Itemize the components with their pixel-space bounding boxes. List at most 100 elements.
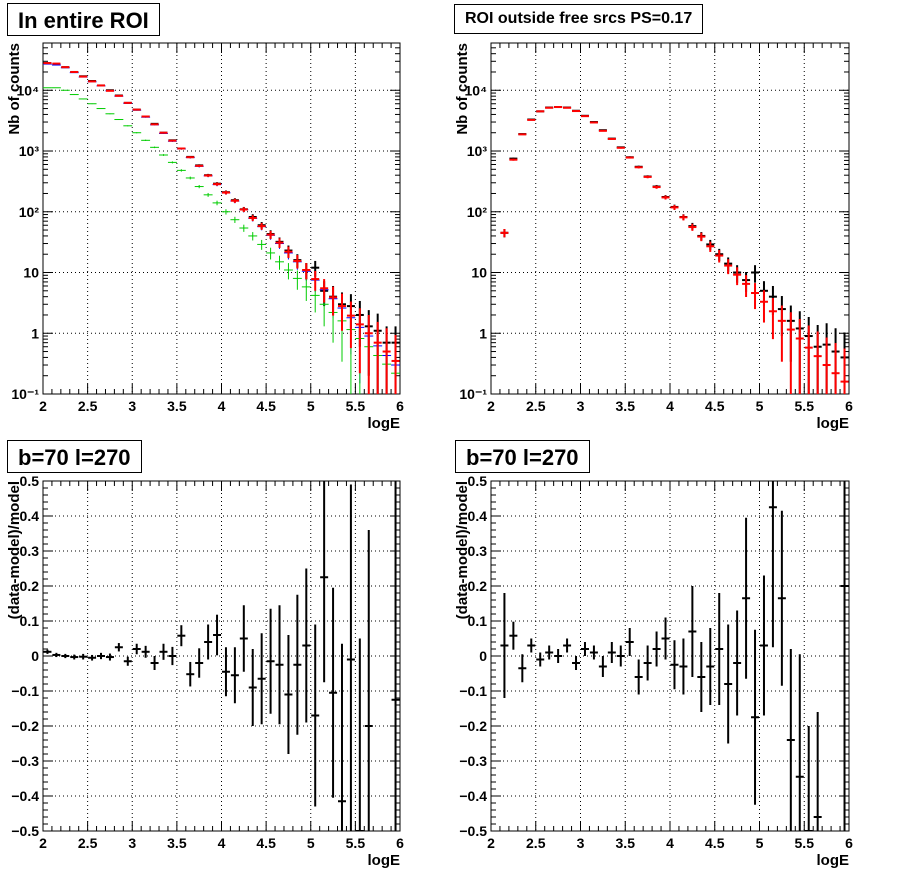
data-point — [697, 232, 706, 242]
y-axis-title: Nb of counts — [6, 43, 23, 135]
data-point — [168, 139, 177, 142]
data-point — [329, 286, 338, 316]
panel-1-title: In entire ROI — [7, 3, 160, 36]
series-4 — [43, 62, 400, 394]
data-point — [804, 325, 813, 394]
data-point — [751, 265, 760, 283]
data-point — [382, 328, 391, 394]
data-point — [831, 343, 840, 394]
panel-3: 2 2.5 3 3.5 4 4.5 5 5.5 6 −0.5 −0.4 −0.3 −0.2 −0.1 0 0.… — [6, 473, 404, 869]
y-tick-label: 0.3 — [468, 543, 488, 559]
data-point — [804, 726, 813, 831]
data-point — [114, 643, 123, 652]
x-tick-label: 4.5 — [256, 835, 276, 851]
data-point — [141, 115, 150, 118]
data-point — [212, 200, 222, 206]
data-point — [185, 176, 195, 180]
series-1 — [500, 481, 849, 831]
axis-ticks — [490, 480, 850, 832]
data-point — [114, 94, 123, 97]
data-point — [203, 192, 213, 197]
y-axis-title: Nb of counts — [454, 43, 471, 135]
data-point — [346, 301, 355, 349]
data-point — [545, 645, 554, 660]
axis-ticks — [42, 42, 401, 395]
data-point — [598, 656, 607, 677]
data-point — [266, 608, 275, 714]
data-point — [679, 214, 688, 221]
data-point — [168, 646, 177, 666]
data-point — [337, 643, 346, 831]
data-point — [572, 110, 581, 113]
data-point — [195, 648, 204, 678]
x-tick-label: 5.5 — [346, 835, 366, 851]
y-tick-label: 0.5 — [468, 473, 488, 489]
x-tick-label: 3 — [577, 398, 585, 414]
data-point — [60, 89, 70, 91]
data-point — [43, 87, 52, 89]
data-point — [195, 164, 204, 167]
data-point — [813, 712, 822, 831]
data-point — [257, 239, 267, 250]
data-point — [616, 645, 625, 667]
data-area — [43, 481, 400, 831]
data-point — [159, 154, 168, 156]
x-tick-label: 5 — [756, 398, 764, 414]
data-point — [105, 89, 114, 92]
data-point — [176, 169, 186, 172]
y-tick-label: −0.4 — [11, 788, 39, 804]
x-tick-label: 4 — [218, 835, 226, 851]
data-point — [150, 146, 160, 149]
data-point — [96, 108, 106, 110]
x-tick-label: 5.5 — [346, 398, 366, 414]
data-point — [320, 481, 329, 683]
series-1 — [43, 481, 400, 831]
y-tick-label: 0.3 — [20, 543, 40, 559]
data-point — [70, 654, 79, 660]
data-point — [221, 647, 230, 697]
grid — [491, 43, 849, 394]
data-point — [563, 106, 572, 109]
grid — [43, 43, 400, 394]
data-point — [302, 263, 311, 280]
data-point — [221, 190, 230, 195]
y-tick-label: 0 — [31, 648, 39, 664]
y-axis-title: (data-model)/model — [454, 481, 471, 619]
data-point — [186, 661, 195, 687]
data-point — [204, 174, 213, 177]
panel-4: 2 2.5 3 3.5 4 4.5 5 5.5 6 −0.5 −0.4 −0.3 −0.2 −0.1 0 0.… — [454, 473, 853, 869]
x-tick-label: 2.5 — [78, 398, 98, 414]
data-point — [536, 652, 545, 667]
data-point — [194, 184, 204, 189]
data-point — [132, 132, 142, 134]
data-point — [213, 614, 222, 656]
data-point — [777, 510, 786, 686]
data-point — [293, 594, 302, 735]
data-point — [795, 318, 804, 394]
data-point — [230, 647, 239, 704]
series-3 — [43, 87, 400, 394]
data-point — [733, 610, 742, 716]
data-point — [768, 481, 777, 648]
data-point — [813, 331, 822, 394]
data-point — [670, 640, 679, 690]
data-point — [670, 205, 679, 210]
data-point — [733, 267, 742, 286]
y-tick-label: 10 — [23, 265, 39, 281]
data-point — [373, 321, 382, 394]
data-point — [329, 587, 338, 798]
x-tick-label: 2 — [39, 835, 47, 851]
data-point — [301, 277, 311, 301]
x-tick-label: 2.5 — [526, 398, 546, 414]
data-point — [625, 156, 634, 159]
data-point — [580, 642, 589, 656]
series-1 — [500, 106, 849, 394]
data-point — [213, 182, 222, 186]
x-tick-label: 3 — [128, 398, 136, 414]
data-point — [355, 308, 364, 374]
data-point — [527, 118, 536, 121]
y-tick-label: −0.3 — [11, 753, 39, 769]
data-point — [589, 645, 598, 660]
data-point — [536, 110, 545, 113]
x-tick-label: 6 — [396, 835, 404, 851]
